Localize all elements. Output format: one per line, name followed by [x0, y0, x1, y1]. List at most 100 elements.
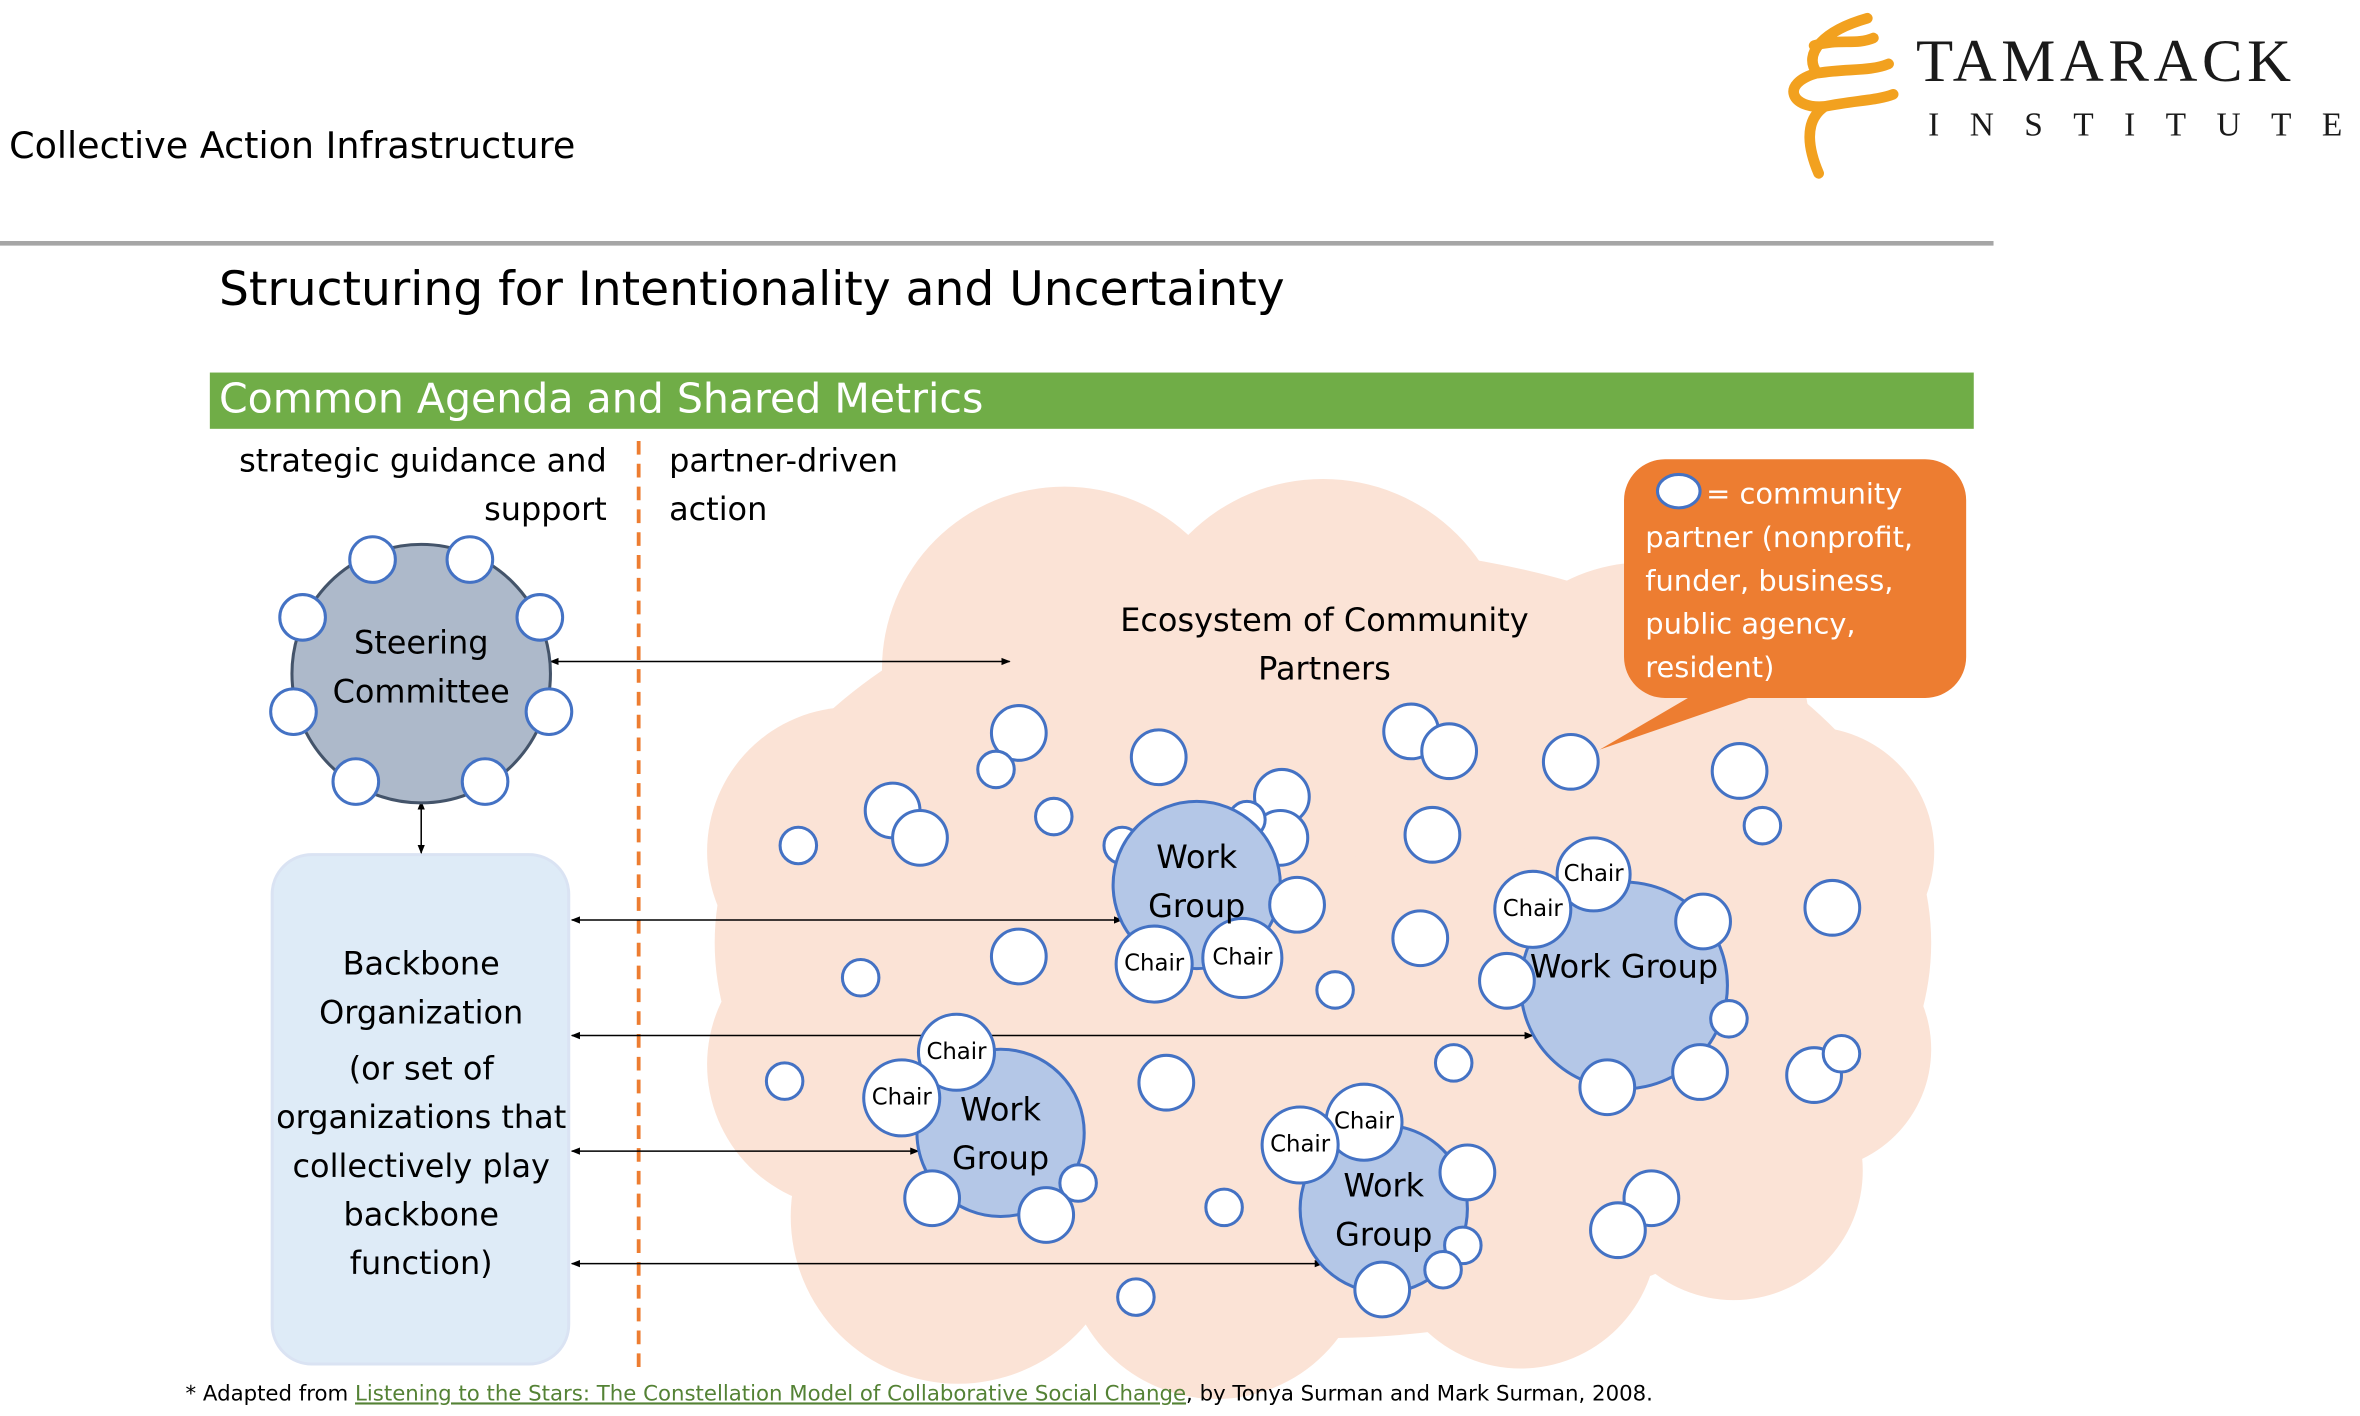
partner-circle	[989, 704, 1048, 762]
partner-circle	[1438, 1143, 1497, 1202]
partner-circle	[1420, 722, 1479, 781]
partner-circle	[1315, 970, 1355, 1010]
legend-callout	[1599, 459, 1967, 750]
footnote-suffix: , by Tonya Surman and Mark Surman, 2008.	[1186, 1381, 1653, 1406]
chair-circle	[1201, 916, 1284, 1000]
chair-label: Chair	[926, 1039, 987, 1065]
chair-label: Chair	[872, 1084, 933, 1110]
partner-circle	[524, 687, 574, 736]
left-heading: support	[484, 490, 607, 528]
legend-text: public agency,	[1645, 607, 1855, 641]
backbone-label: function)	[350, 1244, 493, 1282]
chair-circle	[1114, 924, 1194, 1004]
partner-circle	[1674, 892, 1732, 951]
backbone-box	[270, 853, 571, 1366]
chair-label: Chair	[1334, 1109, 1395, 1135]
partner-circle	[1353, 1260, 1412, 1319]
partner-circle	[1578, 1058, 1637, 1117]
partner-circle	[1116, 1277, 1156, 1317]
partner-circle	[976, 749, 1016, 790]
partner-circle	[1671, 1043, 1729, 1101]
partner-circle	[331, 757, 381, 806]
chair-circle	[1260, 1105, 1340, 1185]
legend-text: resident)	[1645, 650, 1774, 684]
partner-circle	[1803, 878, 1862, 937]
chair-label: Chair	[1503, 896, 1564, 922]
partner-circle	[1204, 1187, 1244, 1228]
backbone-label: Backbone	[343, 945, 500, 983]
chair-circle	[1555, 836, 1632, 913]
chair-label: Chair	[1124, 951, 1185, 977]
header-title: Collective Action Infrastructure	[9, 124, 575, 167]
partner-circle	[1403, 805, 1462, 864]
partner-circle	[778, 825, 819, 866]
footnote-prefix: * Adapted from	[186, 1381, 356, 1406]
legend-symbol	[1655, 472, 1702, 510]
left-heading: strategic guidance and	[239, 441, 607, 479]
partner-circle	[891, 808, 949, 867]
backbone-label: collectively play	[293, 1147, 550, 1185]
chair-circle	[1493, 869, 1573, 949]
work-group-label: Group	[952, 1139, 1049, 1177]
partner-circle	[1058, 1163, 1098, 1203]
work-group-label: Work	[960, 1091, 1041, 1129]
legend-text: partner (nonprofit,	[1645, 520, 1913, 554]
partner-circle	[1541, 732, 1600, 791]
backbone-label: backbone	[343, 1195, 499, 1233]
chair-circle	[862, 1058, 942, 1138]
partner-circle	[1742, 805, 1783, 846]
partner-circle	[445, 535, 495, 584]
backbone-label: organizations that	[276, 1098, 566, 1136]
partner-circle	[1709, 999, 1749, 1039]
arrows	[417, 657, 1534, 1268]
legend-text: = community	[1706, 477, 1902, 511]
partner-circle	[1017, 1186, 1076, 1244]
partner-circle	[1137, 1053, 1196, 1112]
banner-text: Common Agenda and Shared Metrics	[219, 374, 983, 422]
chair-label: Chair	[1270, 1132, 1331, 1158]
banner	[209, 372, 1974, 429]
partner-circle	[1821, 1034, 1862, 1074]
partner-circle	[1478, 951, 1536, 1010]
partner-circle	[1268, 875, 1326, 934]
ecosystem-label: Partners	[1258, 650, 1391, 688]
backbone-label: (or set of	[349, 1050, 495, 1088]
ecosystem-label: Ecosystem of Community	[1120, 601, 1528, 639]
partner-circle	[278, 593, 327, 642]
logo-subtitle: INSTITUTE	[1928, 106, 2360, 143]
partner-circle	[764, 1061, 805, 1101]
slide-title: Structuring for Intentionality and Uncer…	[219, 262, 1285, 317]
right-heading: partner-driven	[669, 441, 898, 479]
partner-circle	[1423, 1249, 1463, 1290]
backbone-label: Organization	[319, 993, 523, 1031]
steering-committee	[290, 542, 552, 805]
partner-circle	[1129, 728, 1188, 787]
chair-label: Chair	[1212, 944, 1273, 970]
partner-circle	[460, 757, 510, 806]
work-group-label: Work Group	[1530, 948, 1718, 986]
work-group-label: Group	[1148, 887, 1245, 925]
logo: TAMARACK INSTITUTE	[1788, 12, 2360, 179]
partner-circle	[1433, 1043, 1474, 1083]
partner-circle	[1710, 742, 1769, 800]
steering-label: Steering	[354, 624, 489, 662]
partner-circle	[989, 927, 1048, 986]
footnote-link[interactable]: Listening to the Stars: The Constellatio…	[355, 1381, 1186, 1406]
partner-circle	[903, 1169, 962, 1228]
logo-name: TAMARACK	[1916, 28, 2296, 95]
footnote: * Adapted from Listening to the Stars: T…	[186, 1381, 1653, 1406]
partner-circle	[1391, 909, 1450, 968]
partner-circle	[1589, 1201, 1647, 1260]
work-group-label: Work	[1343, 1167, 1424, 1205]
right-heading: action	[669, 490, 767, 528]
chair-label: Chair	[1564, 861, 1625, 887]
partner-circle	[840, 957, 881, 998]
work-group-label: Group	[1335, 1215, 1432, 1253]
partner-circle	[269, 687, 318, 736]
legend-text: funder, business,	[1645, 563, 1893, 597]
partner-circle	[1034, 796, 1074, 837]
partner-circle	[348, 535, 397, 584]
work-group-label: Work	[1156, 838, 1237, 876]
